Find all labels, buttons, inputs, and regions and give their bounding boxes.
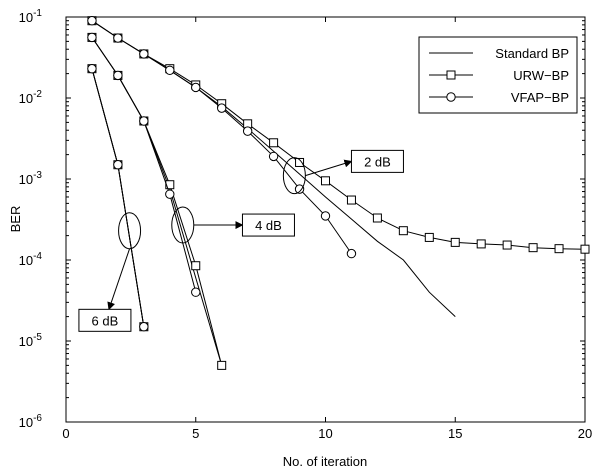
data-point <box>192 83 200 91</box>
x-tick-label: 10 <box>318 426 332 441</box>
data-point <box>581 245 589 253</box>
data-point <box>166 190 174 198</box>
data-point <box>321 212 329 220</box>
data-point <box>270 139 278 147</box>
data-point <box>114 34 122 42</box>
data-point <box>140 50 148 58</box>
y-tick-label: 10-1 <box>19 8 43 25</box>
data-point <box>140 323 148 331</box>
data-point <box>218 104 226 112</box>
data-point <box>166 66 174 74</box>
x-axis-label: No. of iteration <box>283 454 368 469</box>
annotation-label: 2 dB <box>364 154 391 169</box>
data-point <box>269 152 277 160</box>
data-point <box>140 117 148 125</box>
data-point <box>347 196 355 204</box>
legend-label: VFAP−BP <box>511 90 569 105</box>
x-tick-label: 15 <box>448 426 462 441</box>
data-point <box>243 127 251 135</box>
legend-marker <box>447 93 455 101</box>
y-axis-label: BER <box>8 206 23 233</box>
legend-marker <box>447 71 455 79</box>
y-tick-label: 10-2 <box>19 89 43 106</box>
x-tick-label: 0 <box>62 426 69 441</box>
data-point <box>88 17 96 25</box>
data-point <box>529 244 537 252</box>
data-point <box>322 177 330 185</box>
y-tick-label: 10-4 <box>19 251 43 268</box>
data-point <box>88 33 96 41</box>
data-point <box>503 241 511 249</box>
data-point <box>192 262 200 270</box>
annotation-label: 6 dB <box>92 313 119 328</box>
data-point <box>451 238 459 246</box>
legend-label: Standard BP <box>495 46 569 61</box>
data-point <box>192 288 200 296</box>
data-point <box>555 245 563 253</box>
y-tick-label: 10-5 <box>19 332 43 349</box>
annotation-label: 4 dB <box>255 218 282 233</box>
data-point <box>425 233 433 241</box>
x-tick-label: 5 <box>192 426 199 441</box>
data-point <box>399 227 407 235</box>
legend: Standard BP URW−BP VFAP−BP <box>419 37 577 113</box>
legend-label: URW−BP <box>513 68 569 83</box>
y-tick-label: 10-6 <box>19 413 43 430</box>
y-tick-label: 10-3 <box>19 170 43 187</box>
data-point <box>114 161 122 169</box>
data-point <box>114 71 122 79</box>
data-point <box>218 361 226 369</box>
data-point <box>88 65 96 73</box>
data-point <box>347 249 355 257</box>
x-tick-label: 20 <box>578 426 592 441</box>
data-point <box>373 214 381 222</box>
data-point <box>477 240 485 248</box>
